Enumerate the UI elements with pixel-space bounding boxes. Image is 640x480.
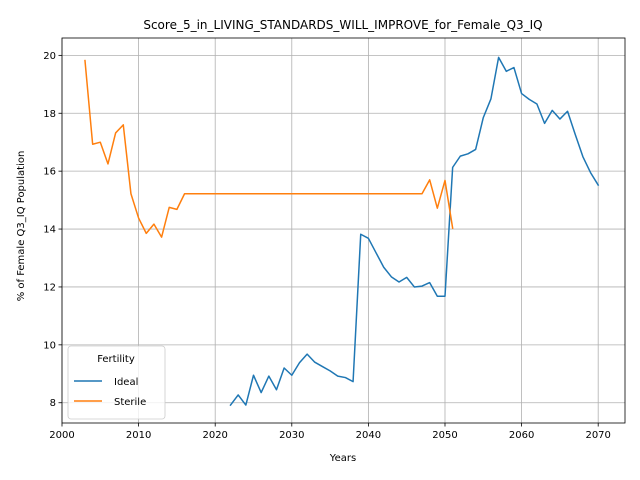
x-tick-label: 2030: [279, 430, 304, 441]
legend-label-sterile: Sterile: [114, 397, 146, 408]
x-tick-label: 2060: [509, 430, 534, 441]
y-tick-label: 14: [43, 225, 56, 236]
y-axis-title: % of Female Q3_IQ Population: [16, 151, 27, 302]
y-tick-label: 20: [43, 51, 56, 62]
legend-title: Fertility: [97, 354, 135, 365]
series-line-sterile: [84, 59, 454, 238]
y-tick-label: 12: [43, 282, 56, 293]
y-tick-label: 8: [50, 398, 56, 409]
chart-title: Score_5_in_LIVING_STANDARDS_WILL_IMPROVE…: [143, 18, 542, 32]
series-line-ideal: [229, 56, 600, 407]
x-axis-title: Years: [329, 453, 356, 464]
y-tick-label: 18: [43, 109, 56, 120]
x-tick-label: 2000: [49, 430, 74, 441]
axis-ticks: 2000 2010 2020 2030 2040 2050 2060 2070 8 10 12 14 1…: [43, 51, 611, 441]
plot-area-frame: [61, 37, 626, 424]
x-tick-label: 2020: [202, 430, 227, 441]
x-tick-label: 2070: [585, 430, 610, 441]
x-tick-label: 2010: [126, 430, 151, 441]
series-lines: [84, 56, 600, 407]
legend: Fertility Ideal Sterile: [67, 345, 166, 420]
y-tick-label: 16: [43, 167, 56, 178]
legend-label-ideal: Ideal: [114, 377, 138, 388]
y-tick-label: 10: [43, 340, 56, 351]
x-tick-label: 2040: [356, 430, 381, 441]
x-tick-label: 2050: [432, 430, 457, 441]
